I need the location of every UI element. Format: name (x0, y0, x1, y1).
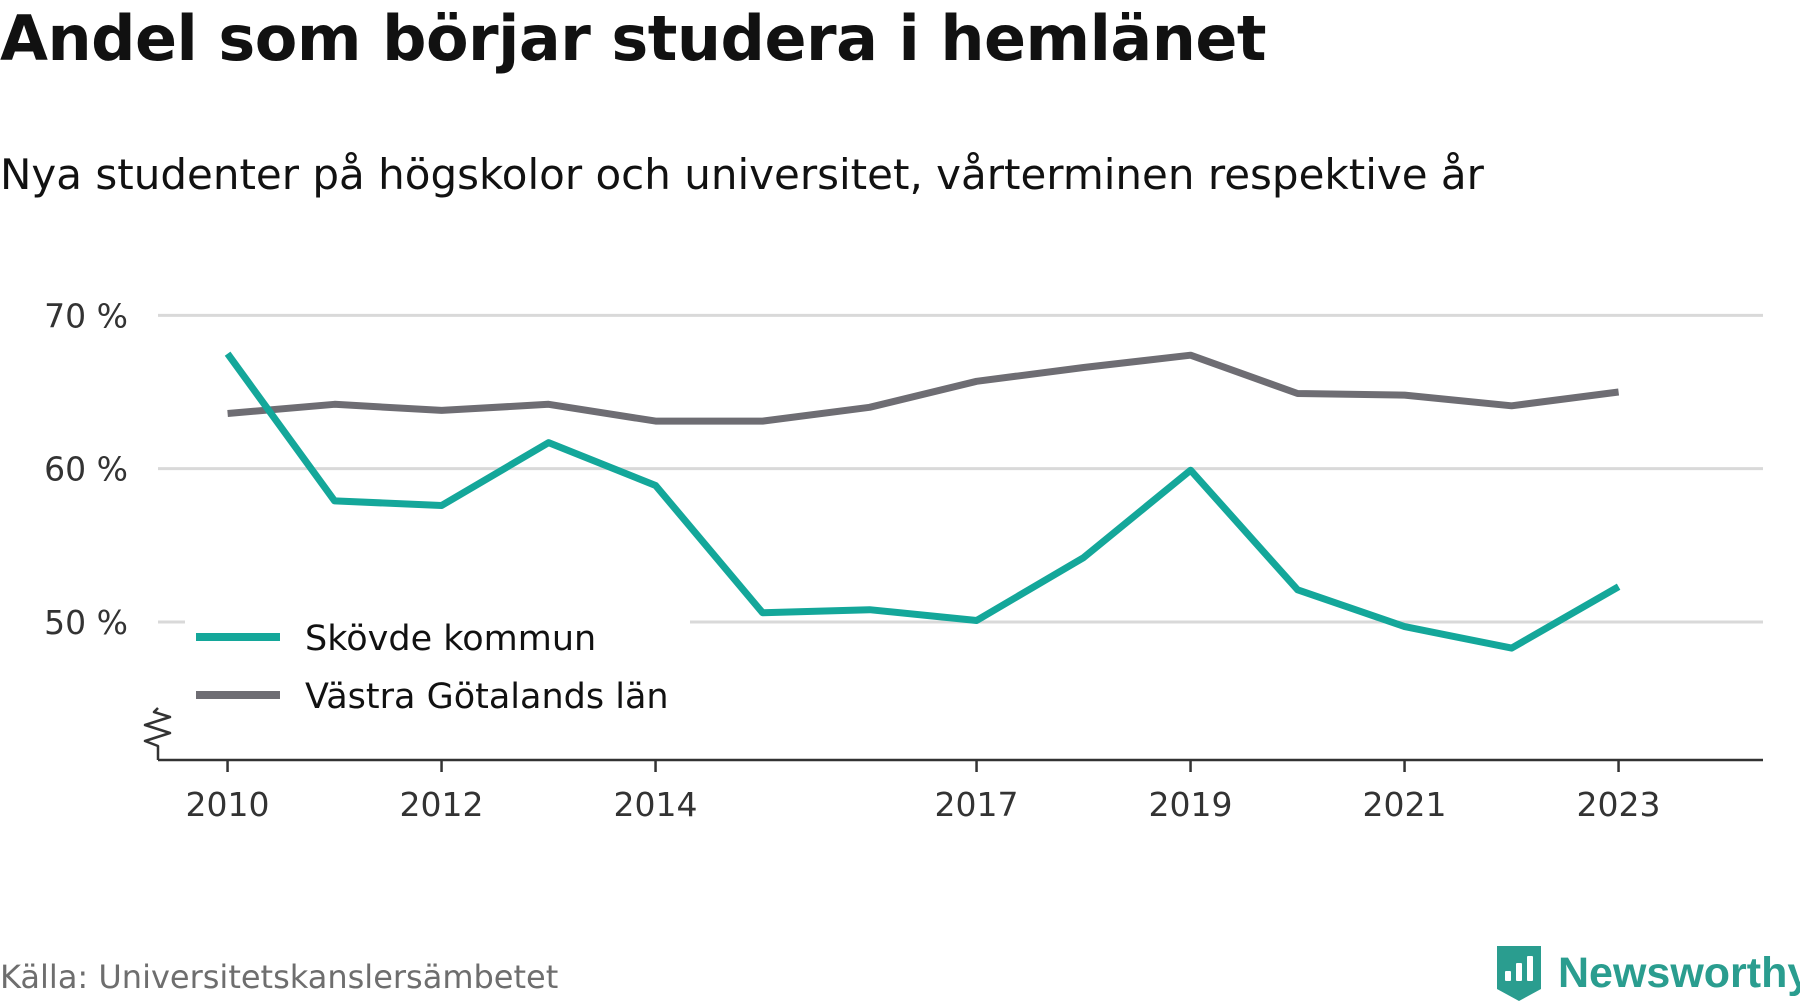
x-tick-label: 2010 (186, 785, 270, 824)
y-axis-break (143, 707, 172, 760)
y-axis-labels: 50 % 60 % 70 % (44, 296, 128, 642)
gridlines (158, 313, 1763, 624)
y-tick-label: 50 % (44, 603, 128, 642)
x-tick-label: 2023 (1577, 785, 1661, 824)
x-tick-label: 2019 (1149, 785, 1233, 824)
x-tick-label: 2017 (935, 785, 1019, 824)
x-tick-label: 2012 (400, 785, 484, 824)
newsworthy-logo-icon (1497, 946, 1541, 1001)
source-note: Källa: Universitetskanslersämbetet (0, 958, 559, 996)
x-tick-label: 2021 (1363, 785, 1447, 824)
y-tick-label: 60 % (44, 450, 128, 489)
brand-name: Newsworthy (1558, 948, 1800, 997)
newsworthy-logo: Newsworthy (1494, 940, 1800, 1006)
x-tick-label: 2014 (614, 785, 698, 824)
series-line-vastra-gotaland (227, 351, 1620, 425)
x-axis (143, 707, 1763, 772)
x-axis-labels: 2010 2012 2014 2017 2019 2021 2023 (186, 785, 1661, 824)
chart-subtitle: Nya studenter på högskolor och universit… (0, 150, 1484, 199)
series-line-skovde (224, 351, 1621, 652)
legend-label: Skövde kommun (305, 619, 596, 659)
series-lines (224, 351, 1621, 652)
legend-label: Västra Götalands län (305, 677, 669, 717)
y-tick-label: 70 % (44, 296, 128, 335)
legend: Skövde kommun Västra Götalands län (185, 611, 690, 721)
chart-title: Andel som börjar studera i hemlänet (0, 2, 1267, 75)
